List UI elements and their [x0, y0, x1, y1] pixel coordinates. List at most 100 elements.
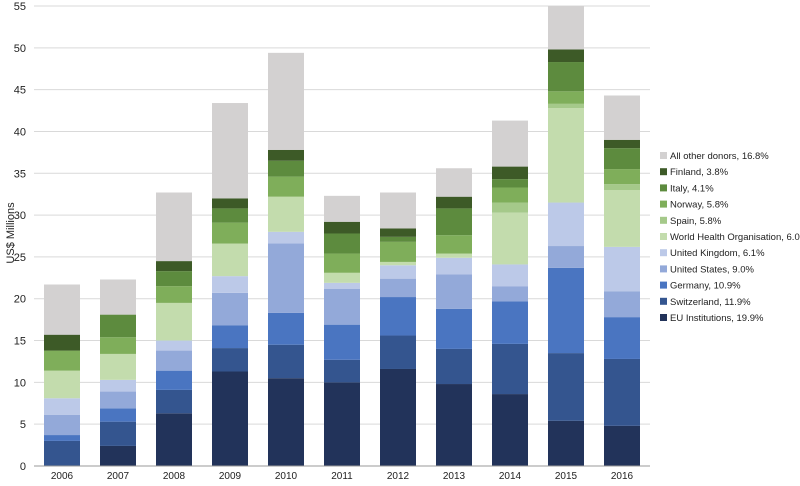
bar-segment [604, 246, 640, 292]
x-tick-label: 2006 [51, 471, 74, 481]
bar-segment [156, 192, 192, 262]
bar-segment [436, 168, 472, 197]
legend-swatch [660, 152, 667, 159]
legend-label: United States, 9.0% [670, 264, 755, 275]
bar-segment [100, 279, 136, 315]
bar-segment [548, 91, 584, 104]
bar-segment [44, 414, 80, 436]
legend-label: Italy, 4.1% [670, 183, 714, 194]
bar-segment [324, 195, 360, 222]
bar-segment [604, 148, 640, 170]
legend-swatch [660, 249, 667, 257]
bar-segment [156, 350, 192, 371]
legend-label: Spain, 5.8% [670, 216, 722, 227]
bar-segment [212, 222, 248, 244]
legend-label: Finland, 3.8% [670, 167, 729, 178]
axes-layer: 0 5 10 15 20 25 30 35 40 45 50 55 2006 2007 2008 2009 20… [14, 1, 650, 482]
bar-segment [604, 190, 640, 247]
bar-segment [268, 149, 304, 161]
bar-segment [156, 261, 192, 272]
bar-segment [324, 233, 360, 254]
bar-segment [548, 246, 584, 268]
bar-segment [492, 202, 528, 213]
y-tick-label: 10 [14, 377, 26, 389]
y-tick-label: 45 [14, 85, 26, 97]
bar-segment [100, 391, 136, 409]
bar-segment [380, 261, 416, 266]
bar-segment [604, 425, 640, 466]
bar-segment [492, 187, 528, 203]
bar-segment [436, 253, 472, 258]
bar-segment [268, 243, 304, 313]
bar-segment [156, 413, 192, 466]
legend-swatch [660, 314, 667, 321]
bar-segment [324, 288, 360, 325]
bar-segment [548, 420, 584, 466]
legend-label: World Health Organisation, 6.0% [670, 232, 800, 243]
y-tick-label: 15 [14, 336, 26, 348]
bar-segment [44, 440, 80, 466]
legend-layer: All other donors, 16.8% Finland, 3.8% Ital… [660, 151, 800, 324]
bar-segment [268, 378, 304, 466]
bar-segment [324, 359, 360, 383]
legend-label: Germany, 10.9% [670, 281, 741, 292]
bar-segment [212, 371, 248, 466]
bar-segment [44, 350, 80, 371]
bar-segment [212, 292, 248, 326]
bar-segment [268, 344, 304, 379]
y-tick-label: 55 [14, 1, 26, 13]
y-tick-label: 0 [20, 461, 26, 473]
y-axis-label: US$ Millions [5, 202, 17, 264]
bar-segment [548, 353, 584, 421]
bar-segment [548, 62, 584, 92]
bar-segment [44, 334, 80, 351]
bar-segment [44, 370, 80, 399]
y-tick-label: 25 [14, 252, 26, 264]
bar-segment [436, 235, 472, 254]
bar-segment [548, 49, 584, 63]
bar-segment [492, 264, 528, 287]
bar-segment [156, 340, 192, 351]
legend-swatch [660, 216, 667, 224]
bar-segment [324, 221, 360, 234]
legend-label: Norway, 5.8% [670, 200, 729, 211]
bar-segment [380, 335, 416, 369]
legend-swatch [660, 233, 667, 240]
y-tick-label: 40 [14, 126, 26, 138]
bar-segment [604, 317, 640, 359]
bars-layer [44, 6, 640, 466]
x-tick-label: 2015 [555, 471, 578, 481]
bar-segment [492, 212, 528, 265]
bar-segment [324, 282, 360, 289]
bar-segment [604, 139, 640, 149]
bar-segment [492, 179, 528, 188]
legend-swatch [660, 184, 667, 192]
x-tick-label: 2008 [163, 471, 186, 481]
bar-segment [492, 301, 528, 344]
bar-segment [604, 169, 640, 185]
x-tick-label: 2016 [611, 471, 634, 481]
bar-segment [212, 208, 248, 223]
x-tick-label: 2013 [443, 471, 466, 481]
legend-swatch [660, 168, 667, 176]
bar-segment [212, 243, 248, 277]
bar-segment [268, 176, 304, 197]
bar-segment [100, 353, 136, 380]
bar-segment [212, 325, 248, 349]
bar-segment [268, 196, 304, 232]
legend-label: United Kingdom, 6.1% [670, 248, 765, 259]
bar-segment [156, 286, 192, 303]
bar-segment [212, 103, 248, 199]
y-tick-label: 30 [14, 210, 26, 222]
bar-segment [268, 312, 304, 345]
bar-segment [44, 284, 80, 335]
x-tick-label: 2007 [107, 471, 130, 481]
bar-segment [436, 257, 472, 275]
legend-label: EU Institutions, 19.9% [670, 313, 764, 324]
bar-segment [492, 343, 528, 395]
legend-swatch [660, 200, 667, 208]
x-tick-label: 2012 [387, 471, 410, 481]
bar-segment [44, 398, 80, 415]
bar-segment [492, 286, 528, 302]
